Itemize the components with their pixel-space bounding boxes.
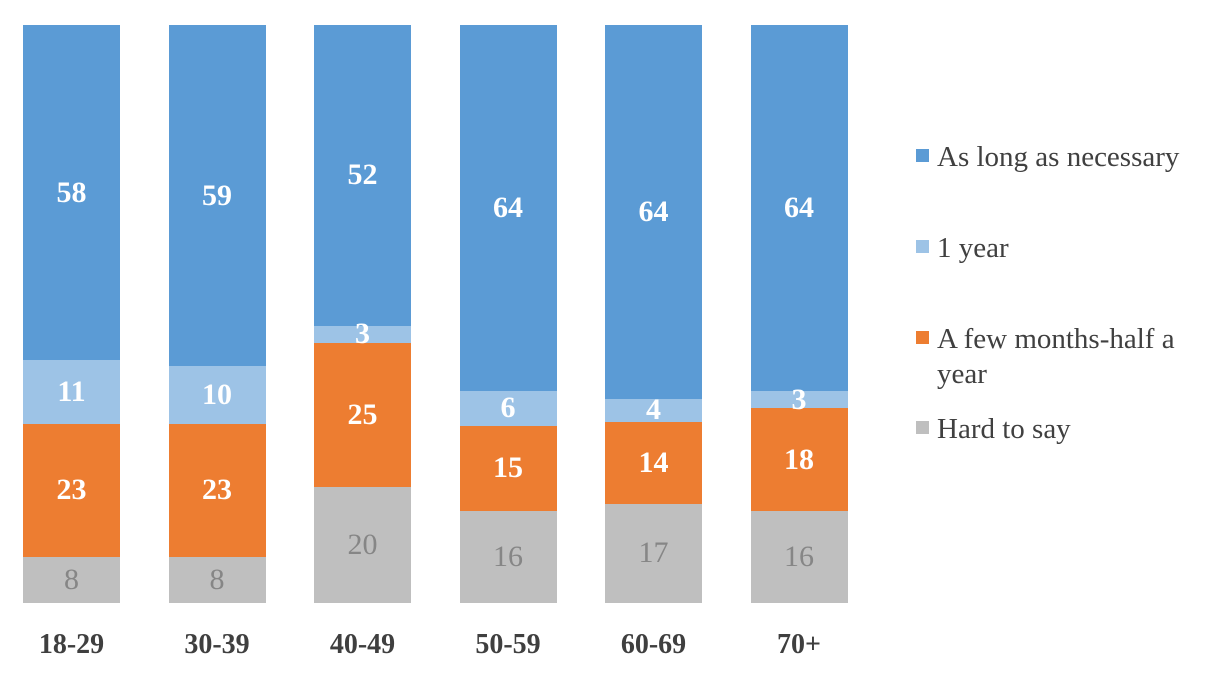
- bar-segment: 64: [605, 25, 702, 399]
- bar-segment: 6: [459, 391, 557, 426]
- bar-segment: 15: [459, 425, 557, 512]
- bar-30-39: 59 10 23 8: [168, 25, 266, 603]
- bar-segment: 8: [23, 556, 120, 603]
- bar-18-29: 58 11 23 8: [23, 25, 120, 603]
- bar-segment-label: 18: [784, 442, 814, 476]
- bar-segment-label: 16: [784, 540, 814, 574]
- bar-segment: 8: [168, 556, 266, 603]
- plot-area: 58 11 23 8 18-29 59 10 23 8 30-39 52 3 25 20 40-49 64 6 1…: [23, 25, 848, 660]
- bar-segment-label: 17: [638, 536, 669, 570]
- legend-label: Hard to say: [937, 413, 1071, 445]
- x-axis-label: 30-39: [184, 629, 250, 660]
- x-axis-label: 60-69: [620, 629, 687, 660]
- legend-swatch-icon: [916, 240, 929, 253]
- bar-segment: 3: [750, 384, 848, 414]
- bar-segment: 20: [314, 487, 411, 603]
- bar-segment: 11: [23, 360, 120, 424]
- bar-segment: 25: [314, 342, 411, 488]
- bar-segment-label: 4: [646, 393, 661, 427]
- bar-segment-label: 10: [202, 377, 232, 411]
- bar-segment: 59: [168, 25, 266, 367]
- bar-segment: 3: [314, 319, 411, 349]
- legend-item: Hard to say: [916, 412, 1193, 447]
- bar-segment-label: 6: [500, 391, 516, 425]
- bar-segment: 4: [605, 395, 702, 425]
- bar-segment-label: 16: [493, 540, 523, 574]
- bar-segment: 23: [168, 423, 266, 557]
- bar-segment: 16: [459, 511, 557, 603]
- x-axis-label: 40-49: [329, 629, 396, 660]
- x-axis-label: 50-59: [475, 629, 541, 660]
- bar-70+: 64 3 18 16: [750, 25, 848, 603]
- bar-segment: 64: [750, 25, 848, 392]
- bar-40-49: 52 3 25 20: [314, 25, 411, 603]
- bar-segment-label: 64: [784, 191, 814, 225]
- legend: As long as necessary 1 year A few months-h…: [916, 0, 1206, 682]
- bar-segment-label: 59: [202, 178, 232, 212]
- bar-segment-label: 23: [56, 473, 87, 507]
- bar-segment: 58: [23, 25, 120, 361]
- bar-segment-label: 23: [202, 473, 232, 507]
- bar-segment-label: 11: [57, 375, 86, 409]
- bar-segment: 64: [459, 25, 557, 392]
- bar-segment-label: 64: [638, 194, 669, 228]
- x-axis-label: 18-29: [38, 629, 105, 660]
- bar-segment-label: 25: [347, 398, 378, 432]
- bar-segment-label: 64: [493, 191, 523, 225]
- legend-item: As long as necessary: [916, 140, 1193, 175]
- bar-segment: 18: [750, 408, 848, 512]
- legend-item: A few months-half a year: [916, 322, 1193, 392]
- bar-segment-label: 8: [209, 562, 225, 596]
- legend-label: 1 year: [937, 232, 1009, 264]
- bar-segment-label: 3: [791, 382, 807, 416]
- bar-segment-label: 20: [347, 528, 378, 562]
- bar-segment-label: 8: [64, 562, 79, 596]
- legend-label: As long as necessary: [937, 141, 1180, 173]
- legend-swatch-icon: [916, 149, 929, 162]
- bar-segment: 23: [23, 423, 120, 557]
- bar-50-59: 64 6 15 16: [459, 25, 557, 603]
- bar-segment-label: 3: [355, 317, 370, 351]
- bar-segment-label: 52: [347, 158, 378, 192]
- bar-segment: 52: [314, 25, 411, 326]
- bar-segment-label: 58: [56, 175, 87, 209]
- bar-segment: 17: [605, 503, 702, 603]
- bar-segment: 16: [750, 511, 848, 603]
- legend-swatch-icon: [916, 421, 929, 434]
- bar-segment: 10: [168, 366, 266, 424]
- bar-segment-label: 15: [493, 451, 523, 485]
- legend-item: 1 year: [916, 231, 1193, 266]
- bar-60-69: 64 4 14 17: [605, 25, 702, 603]
- legend-label: A few months-half a year: [937, 323, 1175, 390]
- x-axis-label: 70+: [777, 629, 821, 660]
- legend-swatch-icon: [916, 331, 929, 344]
- bar-segment-label: 14: [638, 445, 669, 479]
- bar-segment: 14: [605, 422, 702, 504]
